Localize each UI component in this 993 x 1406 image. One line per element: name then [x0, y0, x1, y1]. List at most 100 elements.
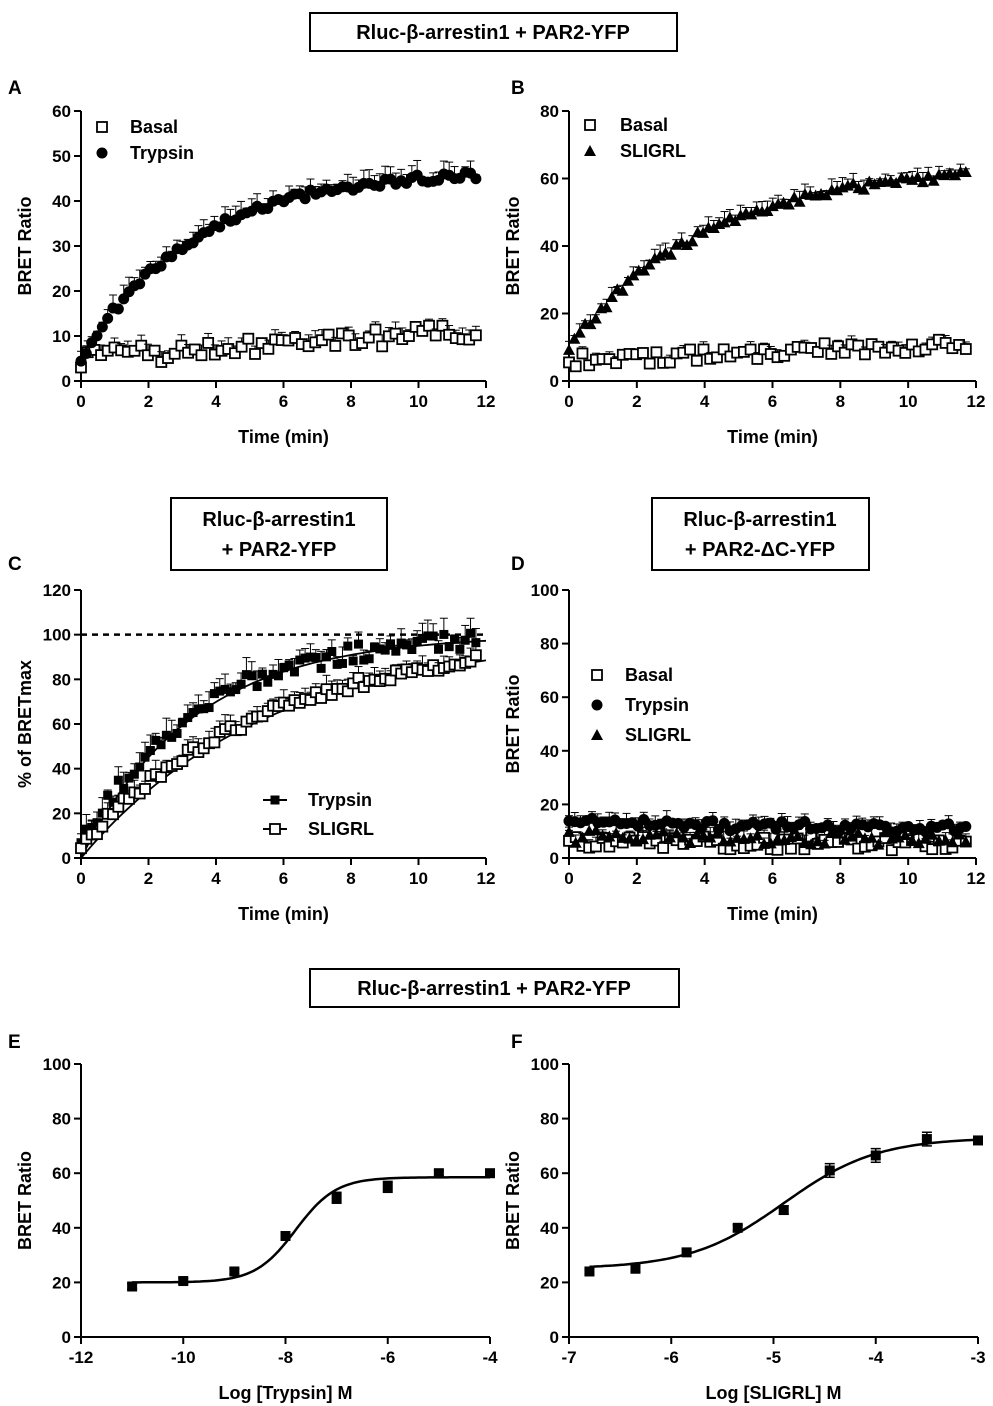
panel-d: 0 2 4 6 8 10 12 0 20 40 60 80 100 Time (min) BRET Rati… [503, 554, 985, 924]
data-point [220, 684, 230, 694]
legend-label-basal: Basal [625, 665, 673, 685]
panel-b: 0 2 4 6 8 10 12 0 20 40 60 80 Time (min) BRET Ratio B B… [503, 78, 985, 447]
legend-label-sligrl: SLIGRL [625, 725, 691, 745]
data-point [906, 173, 919, 185]
data-point [316, 663, 326, 673]
data-point [423, 319, 435, 332]
data-point [376, 340, 389, 353]
data-point [697, 343, 710, 356]
data-point [209, 689, 219, 699]
x-tick-label: 2 [632, 392, 641, 411]
y-tick-label: 20 [52, 282, 71, 301]
legend-marker-sligrl [584, 145, 596, 156]
panel-letter: B [511, 78, 525, 99]
data-point [569, 360, 582, 373]
x-tick-label: 0 [76, 392, 85, 411]
data-point [96, 820, 109, 833]
series-basal [563, 333, 972, 373]
data-point [811, 346, 824, 358]
data-point [284, 660, 294, 670]
data-point [589, 312, 602, 324]
data-point [362, 331, 375, 344]
x-tick-label: 10 [899, 392, 918, 411]
data-point [183, 713, 193, 723]
data-point [433, 1168, 444, 1179]
data-point [337, 658, 347, 668]
y-tick-label: 60 [540, 170, 559, 189]
data-point [382, 1181, 393, 1192]
data-point [119, 784, 129, 794]
banner-d-line2: + PAR2-ΔC-YFP [685, 539, 835, 561]
data-point [680, 239, 693, 251]
y-tick-label: 0 [550, 1328, 559, 1347]
y-tick-label: 100 [531, 581, 559, 600]
legend-marker-basal [96, 121, 108, 133]
y-tick-label: 20 [540, 305, 559, 324]
data-point [686, 235, 699, 247]
data-point [657, 825, 670, 837]
data-point [96, 321, 108, 333]
data-point [193, 704, 203, 714]
data-point [926, 843, 939, 856]
x-tick-label: 8 [346, 392, 355, 411]
data-point [906, 834, 919, 846]
data-point [681, 1247, 692, 1258]
data-point [166, 251, 178, 263]
data-point [690, 354, 703, 367]
data-point [960, 821, 972, 833]
data-point [707, 221, 720, 233]
x-tick-label: 8 [346, 869, 355, 888]
data-point [225, 687, 235, 697]
data-point [788, 191, 801, 203]
data-point [485, 1168, 495, 1179]
data-point [252, 682, 262, 692]
data-point [402, 640, 412, 650]
data-point [429, 329, 442, 342]
y-tick-label: 0 [550, 849, 559, 868]
data-point [899, 828, 912, 840]
data-point [946, 836, 959, 848]
data-point [295, 655, 305, 665]
data-point [677, 831, 690, 843]
data-point [600, 301, 613, 313]
y-tick-label: 60 [52, 102, 71, 121]
data-point [329, 340, 342, 352]
data-point [235, 340, 248, 353]
series-trypsin [75, 159, 482, 367]
x-tick-label: 6 [279, 869, 288, 888]
data-point [973, 1135, 983, 1146]
data-point [732, 1222, 743, 1233]
data-point [155, 260, 167, 272]
y-tick-label: 80 [52, 1110, 71, 1129]
data-point [466, 628, 476, 638]
x-tick-label: 8 [836, 869, 845, 888]
x-tick-label: -6 [664, 1348, 679, 1367]
y-tick-label: 80 [540, 102, 559, 121]
data-point [818, 337, 831, 350]
data-point [857, 183, 870, 195]
data-point [771, 843, 784, 856]
legend: Basal SLIGRL [584, 115, 686, 161]
data-point [872, 838, 885, 850]
data-point [129, 769, 139, 779]
data-point [778, 1205, 789, 1216]
data-point [229, 347, 241, 360]
data-point [195, 349, 208, 362]
y-tick-label: 100 [43, 1055, 71, 1074]
data-point [912, 837, 925, 849]
data-point [322, 328, 335, 341]
panel-e: -12 -10 -8 -6 -4 0 20 40 60 80 100 Log [Trypsin] M B… [8, 1032, 498, 1403]
data-point [684, 837, 697, 849]
data-point [384, 674, 397, 687]
series-sligrl [563, 163, 972, 355]
y-tick-label: 20 [540, 1273, 559, 1292]
data-point [348, 656, 358, 666]
data-point [576, 347, 589, 360]
legend-marker-basal [584, 119, 596, 131]
banner-c: Rluc-β-arrestin1 + PAR2-YFP [170, 497, 388, 571]
legend: Basal Trypsin [96, 117, 194, 163]
data-point [704, 831, 717, 843]
x-tick-label: -10 [171, 1348, 196, 1367]
data-point [168, 347, 181, 360]
x-tick-label: 0 [564, 869, 573, 888]
